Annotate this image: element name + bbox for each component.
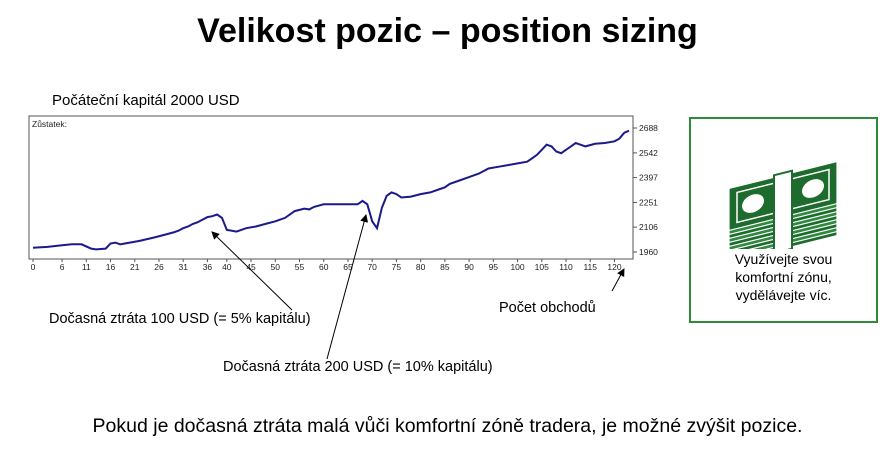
x-tick-label: 40 — [222, 262, 232, 272]
y-tick-label: 2397 — [639, 173, 658, 183]
x-tick-label: 115 — [583, 262, 597, 272]
chart-title: Zůstatek: — [32, 119, 67, 129]
chart-caption: Počáteční kapitál 2000 USD — [52, 92, 240, 109]
chart-plot-area — [28, 115, 634, 260]
arrow-count — [611, 268, 625, 292]
promo-line-2: komfortní zónu, — [735, 269, 832, 285]
x-tick-label: 100 — [510, 262, 524, 272]
promo-box: Využívejte svou komfortní zónu, vyděláve… — [689, 117, 878, 323]
banknote-emblem — [802, 179, 824, 198]
promo-line-1: Využívejte svou — [734, 251, 833, 267]
annotation-trade-count: Počet obchodů — [499, 300, 596, 316]
x-tick-label: 26 — [154, 262, 164, 272]
money-band — [773, 169, 793, 249]
y-tick-label: 2106 — [639, 222, 658, 232]
x-tick-label: 95 — [489, 262, 499, 272]
annotation-drawdown-200: Dočasná ztráta 200 USD (= 10% kapitálu) — [223, 359, 493, 375]
x-tick-label: 0 — [31, 262, 36, 272]
x-axis: 0 6 11 16 21 26 31 36 40 45 50 55 60 65 70 75 80 85 90 95 10… — [31, 259, 622, 272]
x-tick-label: 21 — [130, 262, 140, 272]
x-tick-label: 80 — [416, 262, 426, 272]
banknote-emblem — [742, 194, 764, 213]
x-tick-label: 90 — [464, 262, 474, 272]
x-tick-label: 60 — [319, 262, 329, 272]
promo-text: Využívejte svou komfortní zónu, vyděláve… — [691, 250, 876, 304]
x-tick-label: 75 — [392, 262, 402, 272]
x-tick-label: 105 — [535, 262, 549, 272]
x-tick-label: 120 — [607, 262, 621, 272]
x-tick-label: 50 — [271, 262, 281, 272]
y-tick-label: 1960 — [639, 247, 658, 257]
x-tick-label: 55 — [295, 262, 305, 272]
money-stack-icon — [728, 160, 838, 249]
arrow-100 — [211, 231, 293, 311]
slide-title: Velikost pozic – position sizing — [197, 12, 698, 50]
x-tick-label: 16 — [106, 262, 116, 272]
x-tick-label: 65 — [343, 262, 353, 272]
arrow-200 — [326, 214, 369, 360]
x-tick-label: 6 — [60, 262, 65, 272]
x-tick-label: 45 — [246, 262, 256, 272]
footer-text: Pokud je dočasná ztráta malá vůči komfor… — [92, 415, 803, 437]
x-tick-label: 31 — [178, 262, 188, 272]
y-axis: 2688 2542 2397 2251 2106 1960 — [633, 123, 658, 257]
y-tick-label: 2542 — [639, 148, 658, 158]
x-tick-label: 36 — [203, 262, 213, 272]
equity-series-line — [32, 129, 630, 251]
y-tick-label: 2688 — [639, 123, 658, 133]
y-tick-label: 2251 — [639, 197, 658, 207]
x-tick-label: 85 — [440, 262, 450, 272]
x-tick-label: 11 — [82, 262, 91, 272]
x-tick-label: 70 — [367, 262, 377, 272]
annotation-drawdown-100: Dočasná ztráta 100 USD (= 5% kapitálu) — [49, 311, 311, 327]
x-tick-label: 110 — [559, 262, 573, 272]
promo-line-3: vydělávejte víc. — [735, 287, 832, 303]
